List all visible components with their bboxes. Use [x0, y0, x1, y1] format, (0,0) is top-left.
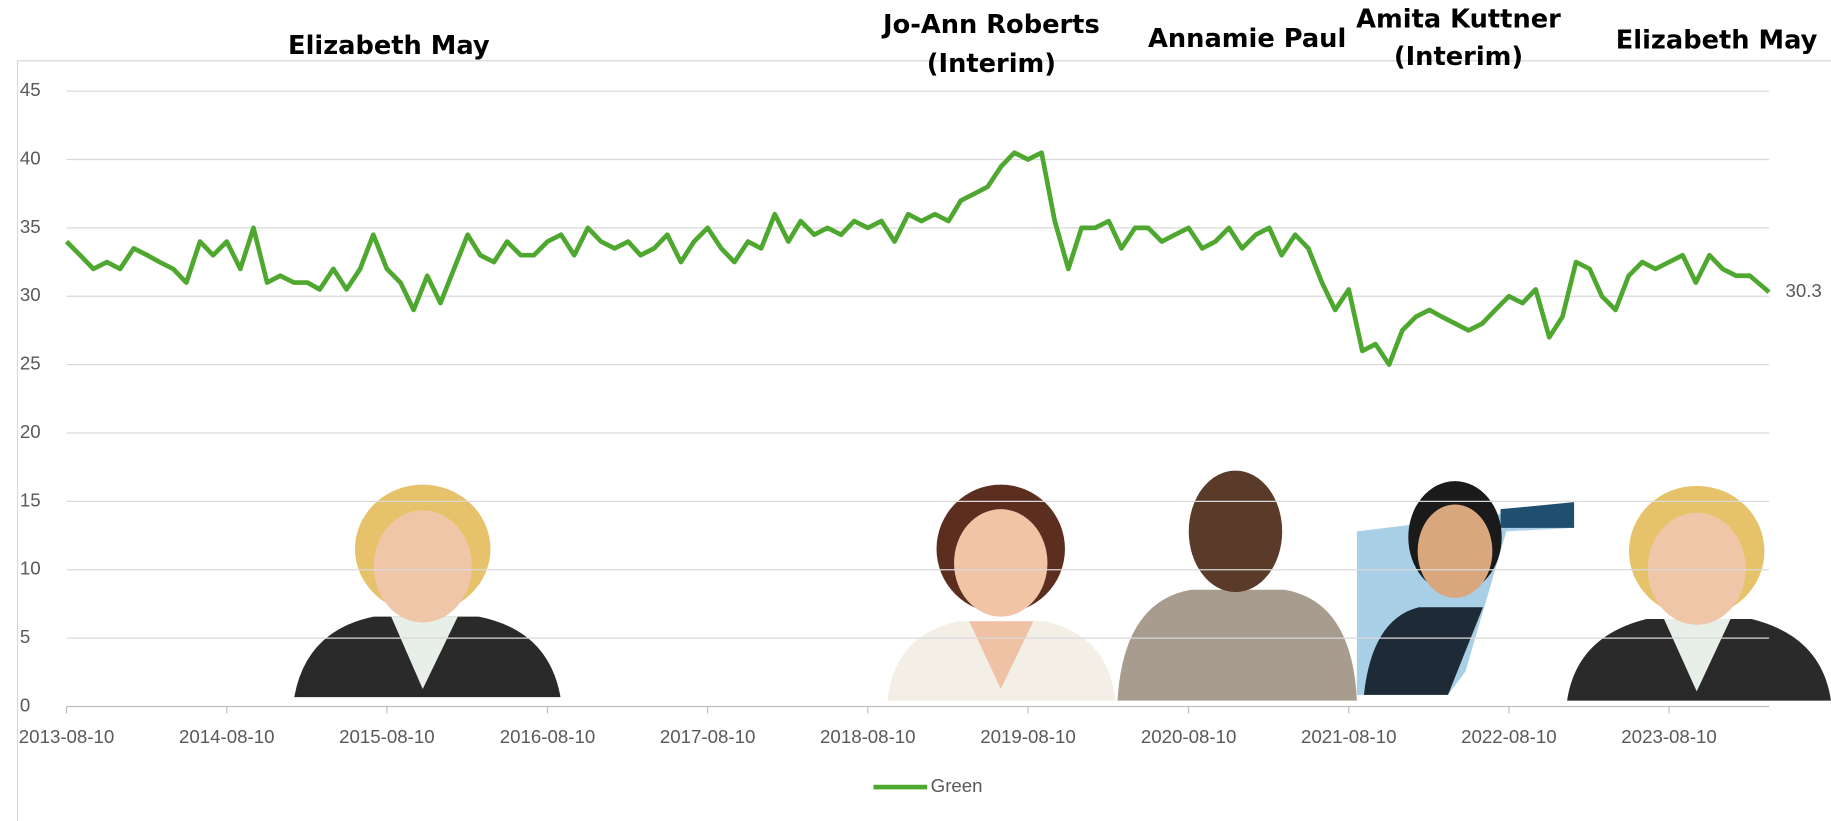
line-series — [64, 150, 1771, 367]
leader-annotation: Amita Kuttner — [1356, 4, 1561, 34]
leader-annotation: (Interim) — [1394, 42, 1523, 72]
x-tick-label: 2014-08-10 — [179, 726, 275, 747]
photos — [294, 470, 1831, 701]
y-tick-label: 40 — [20, 147, 41, 168]
y-tick-label: 25 — [20, 353, 41, 374]
legend-label: Green — [931, 775, 983, 796]
x-tick-label: 2013-08-10 — [19, 726, 115, 747]
end-data-label: 30.3 — [1785, 280, 1821, 301]
leader-annotation: Jo-Ann Roberts — [881, 10, 1100, 40]
y-tick-label: 5 — [20, 626, 30, 647]
x-tick-label: 2018-08-10 — [820, 726, 916, 747]
x-tick-label: 2020-08-10 — [1141, 726, 1237, 747]
photo-amita-kuttner — [1356, 481, 1575, 695]
photo-elizabeth-may-2 — [1567, 485, 1831, 701]
y-tick-label: 20 — [20, 421, 41, 442]
x-tick-label: 2022-08-10 — [1461, 726, 1557, 747]
leader-annotation: Elizabeth May — [1616, 25, 1818, 55]
leader-annotation: (Interim) — [927, 49, 1056, 79]
x-tick-label: 2017-08-10 — [660, 726, 756, 747]
y-tick-label: 35 — [20, 216, 41, 237]
x-tick-label: 2015-08-10 — [339, 726, 435, 747]
leader-annotation: Elizabeth May — [288, 31, 490, 61]
x-tick-label: 2021-08-10 — [1301, 726, 1397, 747]
chart-frame — [16, 60, 1831, 821]
photo-jo-ann-roberts — [887, 484, 1116, 701]
y-tick-label: 10 — [20, 558, 41, 579]
photo-elizabeth-may — [294, 484, 561, 698]
photo-annamie-paul — [1117, 470, 1357, 701]
leader-annotation: Annamie Paul — [1148, 24, 1346, 54]
y-tick-label: 30 — [20, 284, 41, 305]
y-tick-label: 0 — [20, 694, 30, 715]
y-tick-label: 45 — [20, 79, 41, 100]
x-tick-label: 2023-08-10 — [1621, 726, 1717, 747]
x-tick-label: 2019-08-10 — [980, 726, 1076, 747]
x-tick-label: 2016-08-10 — [500, 726, 596, 747]
y-tick-label: 15 — [20, 489, 41, 510]
